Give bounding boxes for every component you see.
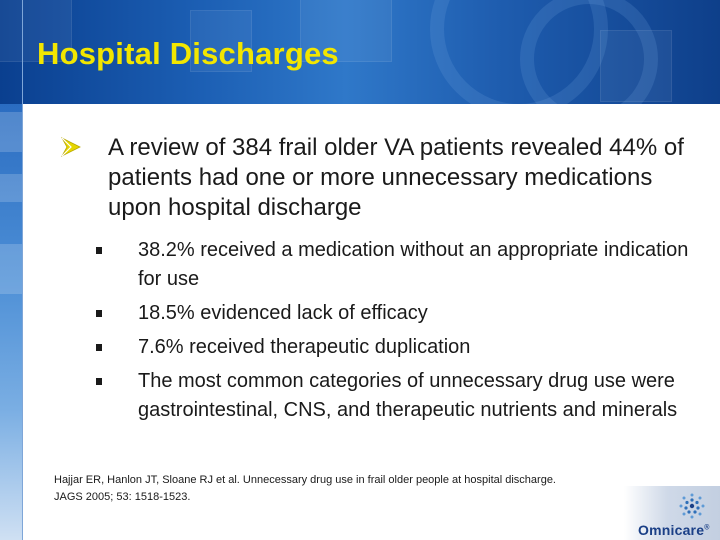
citation-line-2: JAGS 2005; 53: 1518-1523. bbox=[54, 491, 191, 503]
citation: Hajjar ER, Hanlon JT, Sloane RJ et al. U… bbox=[54, 472, 654, 506]
omnicare-logo-icon bbox=[679, 493, 705, 519]
sub-bullet-text: 38.2% received a medication without an a… bbox=[138, 239, 689, 290]
sub-bullet-list: 38.2% received a medication without an a… bbox=[96, 236, 696, 430]
sub-bullet-text: 7.6% received therapeutic duplication bbox=[138, 336, 471, 358]
main-bullet-text: A review of 384 frail older VA patients … bbox=[108, 134, 684, 221]
logo-name: Omnicare bbox=[638, 522, 705, 538]
square-bullet-icon bbox=[96, 310, 102, 317]
left-decor-strip bbox=[0, 104, 22, 540]
list-item: 18.5% evidenced lack of efficacy bbox=[96, 299, 696, 328]
vertical-divider bbox=[22, 0, 23, 540]
citation-line-1: Hajjar ER, Hanlon JT, Sloane RJ et al. U… bbox=[54, 474, 556, 486]
arrow-bullet-icon bbox=[61, 137, 81, 157]
list-item: 38.2% received a medication without an a… bbox=[96, 236, 696, 294]
slide-title: Hospital Discharges bbox=[37, 36, 339, 71]
logo-wordmark: Omnicare® bbox=[638, 522, 710, 538]
main-bullet: A review of 384 frail older VA patients … bbox=[60, 133, 700, 223]
list-item: The most common categories of unnecessar… bbox=[96, 367, 696, 425]
list-item: 7.6% received therapeutic duplication bbox=[96, 333, 696, 362]
registered-mark: ® bbox=[704, 524, 710, 532]
square-bullet-icon bbox=[96, 378, 102, 385]
square-bullet-icon bbox=[96, 247, 102, 254]
square-bullet-icon bbox=[96, 344, 102, 351]
sub-bullet-text: The most common categories of unnecessar… bbox=[138, 370, 678, 421]
slide-header: Hospital Discharges bbox=[0, 0, 720, 104]
sub-bullet-text: 18.5% evidenced lack of efficacy bbox=[138, 302, 428, 324]
logo-background bbox=[624, 486, 720, 540]
